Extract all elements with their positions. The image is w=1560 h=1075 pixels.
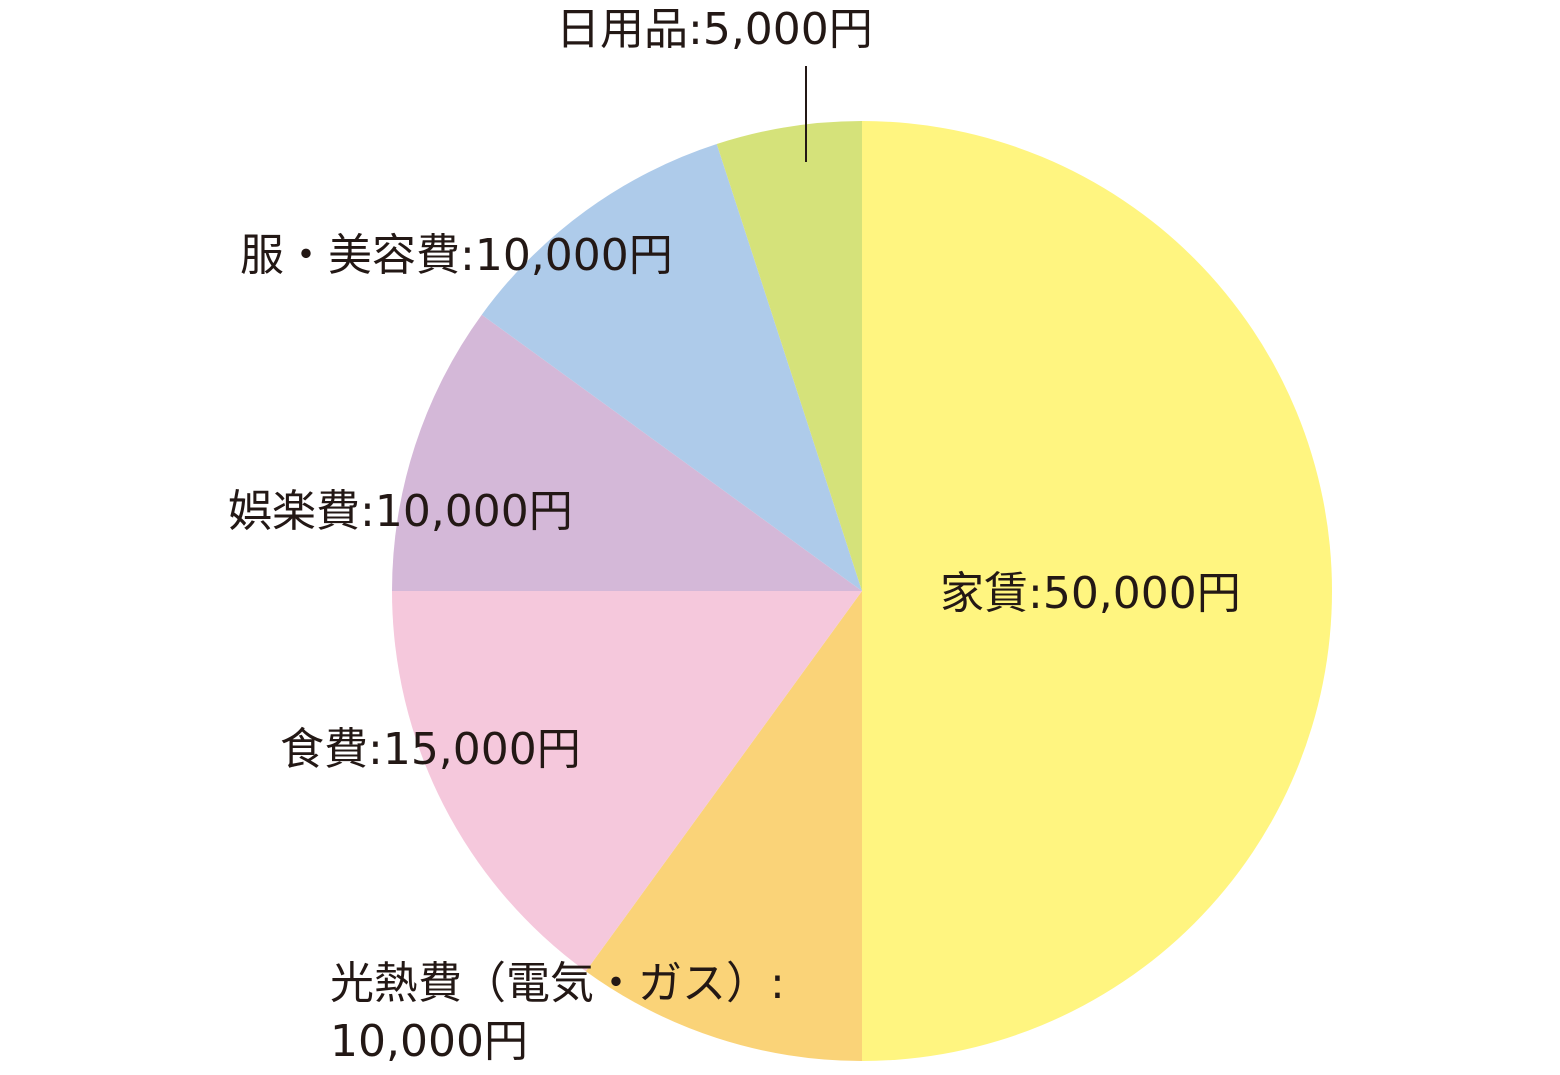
slice-food bbox=[392, 591, 862, 972]
label-rent: 家賃:50,000円 bbox=[940, 568, 1241, 619]
slice-entertainment bbox=[392, 314, 862, 591]
pie-slices bbox=[392, 121, 1332, 1061]
label-clothing-beauty: 服・美容費:10,000円 bbox=[240, 230, 673, 281]
label-entertainment: 娯楽費:10,000円 bbox=[228, 486, 573, 537]
label-utilities-line1: 光熱費（電気・ガス）: bbox=[330, 958, 785, 1009]
slice-daily-goods bbox=[716, 121, 862, 591]
slice-clothing-beauty bbox=[481, 144, 862, 591]
label-daily-goods: 日用品:5,000円 bbox=[556, 4, 873, 55]
slice-rent bbox=[862, 121, 1332, 1061]
label-food: 食費:15,000円 bbox=[280, 724, 581, 775]
slice-utilities bbox=[585, 591, 862, 1061]
label-utilities-line2: 10,000円 bbox=[330, 1016, 528, 1067]
